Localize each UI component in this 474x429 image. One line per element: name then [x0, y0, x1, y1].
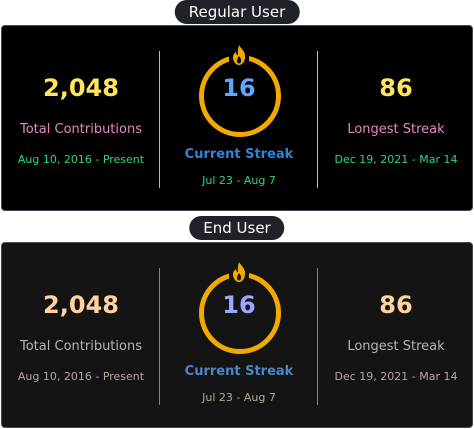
total-contributions-stat: 2,048 Total Contributions Aug 10, 2016 -… — [2, 26, 160, 210]
current-streak-stat: 16 Current Streak Jul 23 - Aug 7 — [160, 243, 318, 427]
longest-streak-stat: 86 Longest Streak Dec 19, 2021 - Mar 14 — [318, 243, 474, 427]
longest-streak-stat: 86 Longest Streak Dec 19, 2021 - Mar 14 — [318, 26, 474, 210]
total-contributions-range: Aug 10, 2016 - Present — [17, 370, 145, 383]
longest-streak-range: Dec 19, 2021 - Mar 14 — [334, 153, 458, 166]
divider — [317, 51, 318, 188]
divider — [317, 268, 318, 405]
section-heading-end-user: End User — [189, 216, 285, 240]
current-streak-range: Jul 23 - Aug 7 — [202, 391, 276, 404]
current-streak-range: Jul 23 - Aug 7 — [202, 174, 276, 187]
total-contributions-label: Total Contributions — [20, 122, 142, 137]
section-heading-regular-user: Regular User — [174, 0, 300, 24]
longest-streak-value: 86 — [379, 74, 413, 102]
current-streak-stat: 16 Current Streak Jul 23 - Aug 7 — [160, 26, 318, 210]
longest-streak-label: Longest Streak — [347, 339, 445, 354]
current-streak-value: 16 — [222, 74, 256, 102]
streak-card-end: 2,048 Total Contributions Aug 10, 2016 -… — [1, 242, 473, 428]
longest-streak-label: Longest Streak — [347, 122, 445, 137]
total-contributions-value: 2,048 — [43, 74, 119, 102]
total-contributions-stat: 2,048 Total Contributions Aug 10, 2016 -… — [2, 243, 160, 427]
divider — [159, 51, 160, 188]
current-streak-label: Current Streak — [184, 147, 294, 162]
flame-icon — [229, 44, 249, 66]
longest-streak-value: 86 — [379, 291, 413, 319]
total-contributions-value: 2,048 — [43, 291, 119, 319]
current-streak-value: 16 — [222, 291, 256, 319]
current-streak-label: Current Streak — [184, 364, 294, 379]
total-contributions-range: Aug 10, 2016 - Present — [17, 153, 145, 166]
divider — [159, 268, 160, 405]
flame-icon — [229, 261, 249, 283]
longest-streak-range: Dec 19, 2021 - Mar 14 — [334, 370, 458, 383]
total-contributions-label: Total Contributions — [20, 339, 142, 354]
streak-card-regular: 2,048 Total Contributions Aug 10, 2016 -… — [1, 25, 473, 211]
